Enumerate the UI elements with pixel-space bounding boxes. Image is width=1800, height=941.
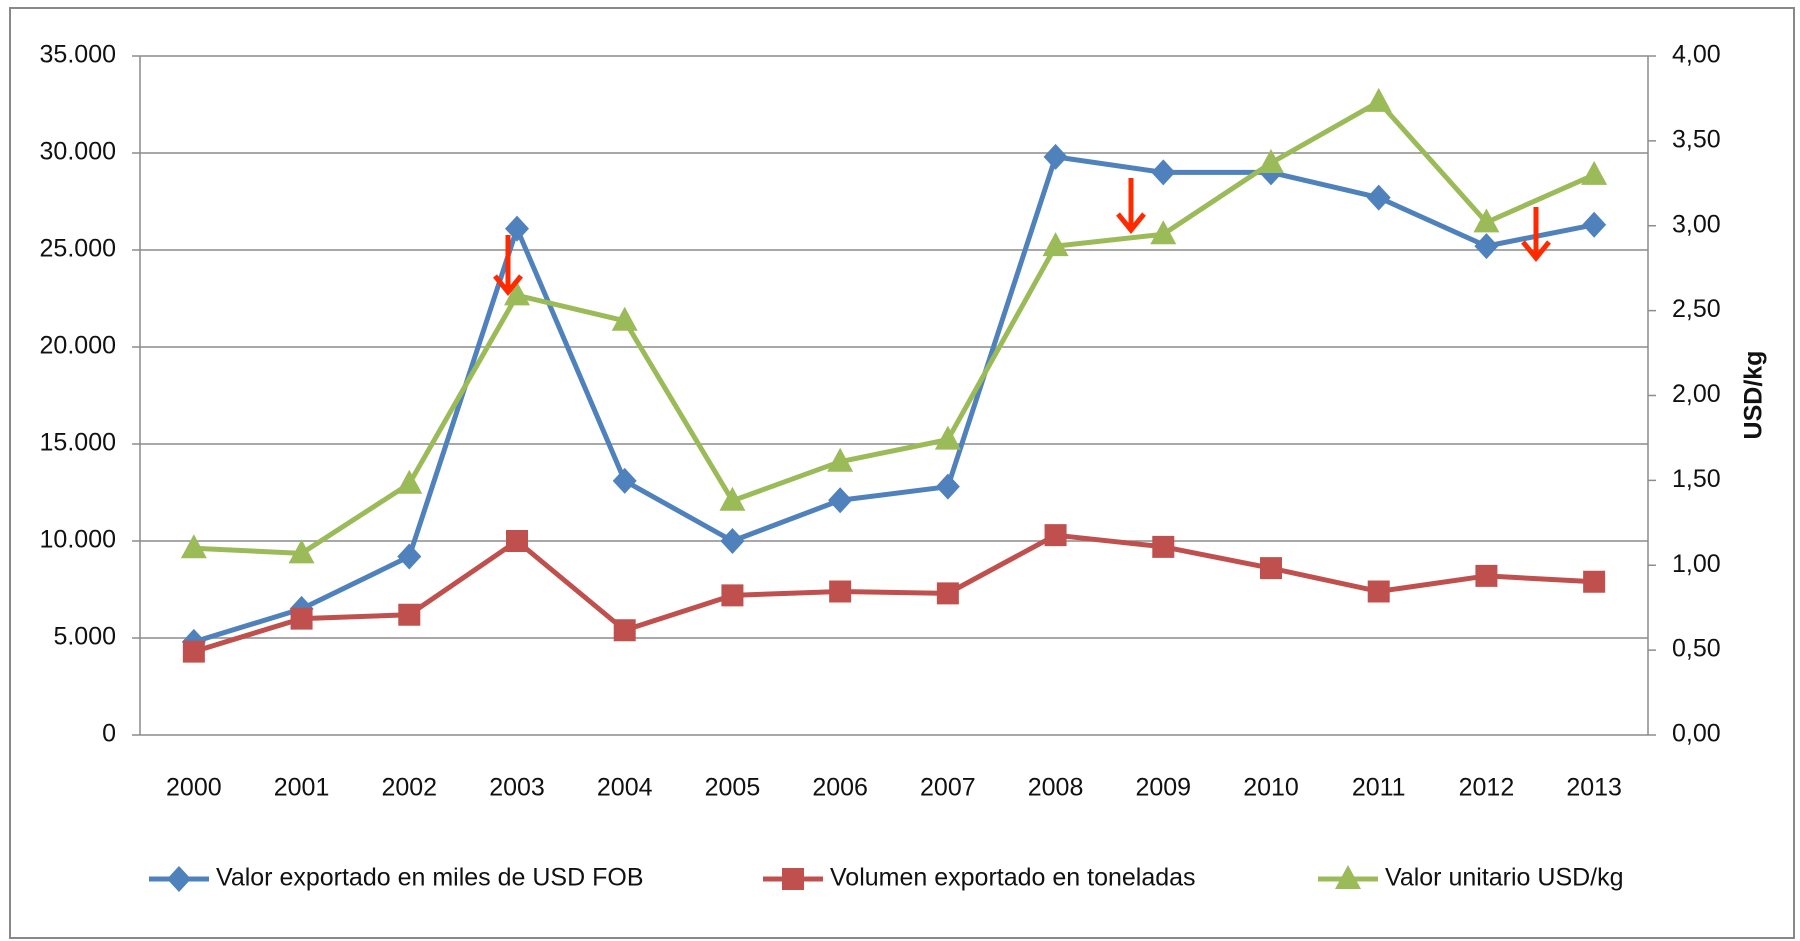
point <box>182 640 205 663</box>
point <box>1475 564 1498 587</box>
x-tick-label: 2009 <box>1135 774 1191 802</box>
annotation-arrow-head <box>493 274 523 296</box>
y2-tick-label: 3,50 <box>1672 125 1721 153</box>
point <box>504 281 530 306</box>
legend-label: Valor unitario USD/kg <box>1385 864 1624 892</box>
x-tick-label: 2006 <box>812 774 868 802</box>
point <box>396 469 423 494</box>
point <box>505 215 529 242</box>
y-tick-label: 10.000 <box>40 526 116 554</box>
point <box>720 528 745 554</box>
point <box>1042 232 1069 257</box>
x-tick-label: 2001 <box>274 774 330 802</box>
x-tick-label: 2012 <box>1459 774 1515 802</box>
point <box>1260 557 1282 580</box>
point <box>827 447 854 472</box>
point <box>398 603 421 626</box>
point <box>1367 580 1390 603</box>
point <box>613 619 636 642</box>
y2-tick-label: 0,50 <box>1672 635 1721 663</box>
legend-marker <box>167 866 191 892</box>
y-tick-label: 0 <box>102 720 116 748</box>
x-tick-label: 2005 <box>705 774 761 802</box>
point <box>1581 160 1608 185</box>
chart-frame <box>9 7 1795 939</box>
point <box>1473 208 1500 233</box>
point <box>180 534 207 559</box>
point <box>721 584 744 607</box>
x-tick-label: 2011 <box>1352 774 1406 802</box>
point <box>288 539 315 564</box>
point <box>829 580 852 603</box>
y2-axis-label: USD/kg <box>1740 351 1768 440</box>
point <box>611 306 638 331</box>
point <box>612 467 637 494</box>
y2-tick-label: 2,00 <box>1672 380 1721 408</box>
annotation-arrow-head <box>1116 212 1146 234</box>
point <box>1365 87 1392 112</box>
point <box>1474 233 1499 260</box>
y2-tick-label: 1,00 <box>1672 550 1721 578</box>
y-tick-label: 35.000 <box>40 41 116 69</box>
point <box>1043 143 1068 170</box>
y2-tick-label: 2,50 <box>1672 295 1721 323</box>
x-tick-label: 2002 <box>381 774 437 802</box>
point <box>1583 570 1606 593</box>
point <box>1044 524 1067 547</box>
series-line <box>193 99 1596 556</box>
point <box>935 473 960 500</box>
point <box>1152 535 1175 558</box>
y-tick-label: 20.000 <box>40 332 116 360</box>
y2-tick-label: 0,00 <box>1672 720 1721 748</box>
y-tick-label: 15.000 <box>40 429 116 457</box>
y-tick-label: 25.000 <box>40 235 116 263</box>
point <box>1582 211 1607 238</box>
point <box>506 530 528 552</box>
annotation-arrow-head <box>1521 240 1551 262</box>
point <box>828 487 853 514</box>
y2-tick-label: 3,00 <box>1672 210 1721 238</box>
series-line <box>193 532 1595 654</box>
x-tick-label: 2010 <box>1243 774 1299 802</box>
y2-tick-label: 1,50 <box>1672 465 1721 493</box>
y2-tick-label: 4,00 <box>1672 41 1721 69</box>
point <box>936 582 959 605</box>
x-tick-label: 2000 <box>166 774 222 802</box>
legend-label: Valor exportado en miles de USD FOB <box>216 864 644 892</box>
point <box>719 486 746 511</box>
x-tick-label: 2004 <box>597 774 653 802</box>
x-tick-label: 2008 <box>1028 774 1084 802</box>
point <box>290 607 313 630</box>
x-tick-label: 2013 <box>1566 774 1622 802</box>
y-tick-label: 5.000 <box>53 623 116 651</box>
x-tick-label: 2003 <box>489 774 545 802</box>
x-tick-label: 2007 <box>920 774 976 802</box>
legend-marker <box>782 868 804 890</box>
point <box>1150 220 1177 245</box>
legend-marker <box>1335 865 1361 889</box>
point <box>1151 159 1176 186</box>
series-line <box>193 154 1595 645</box>
point <box>397 543 422 570</box>
point <box>934 425 961 450</box>
y-tick-label: 30.000 <box>40 138 116 166</box>
point <box>1366 184 1391 211</box>
legend-label: Volumen exportado en toneladas <box>830 864 1196 892</box>
point <box>1258 148 1284 173</box>
